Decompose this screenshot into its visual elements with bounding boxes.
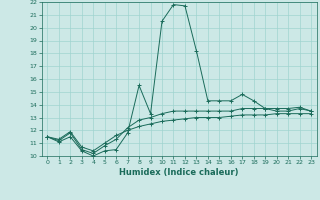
X-axis label: Humidex (Indice chaleur): Humidex (Indice chaleur) (119, 168, 239, 177)
